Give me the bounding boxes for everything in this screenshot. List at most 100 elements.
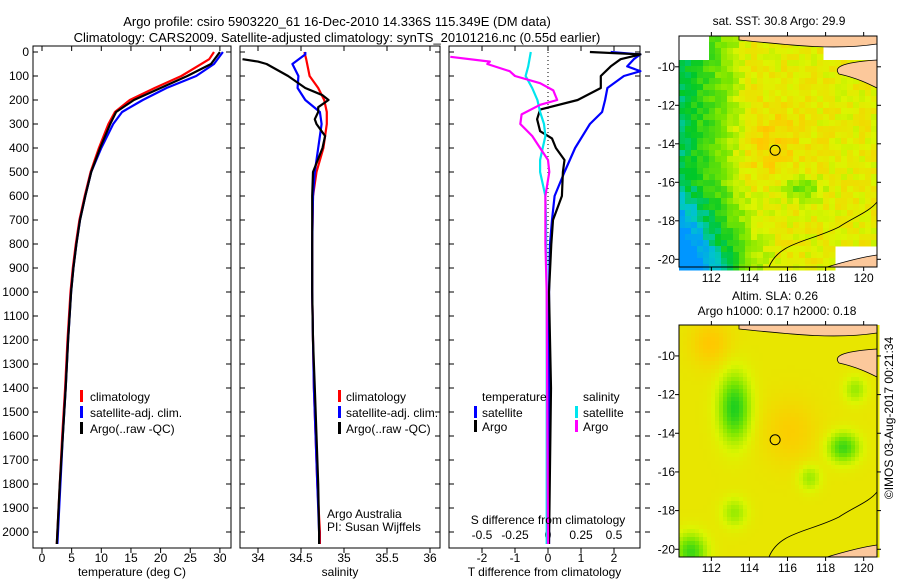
- map-cell: [831, 377, 836, 382]
- map-cell: [855, 417, 860, 422]
- map-cell: [735, 389, 740, 394]
- map-cell: [685, 186, 692, 193]
- map-cell: [843, 545, 848, 550]
- map-cell: [685, 132, 692, 139]
- map-cell: [779, 457, 784, 462]
- map-cell: [759, 465, 764, 470]
- map-cell: [683, 413, 688, 418]
- map-cell: [687, 397, 692, 402]
- map-cell: [691, 132, 698, 139]
- map-cell: [745, 228, 752, 235]
- map-cell: [683, 457, 688, 462]
- map-cell: [841, 162, 848, 169]
- map-cell: [695, 469, 700, 474]
- map-cell: [707, 529, 712, 534]
- map-cell: [865, 216, 872, 223]
- sst-map-panel: 112 114 116 118 120-10-12-14-16-18-20: [658, 32, 881, 285]
- map-cell: [811, 485, 816, 490]
- map-cell: [699, 497, 704, 502]
- map-cell: [863, 373, 868, 378]
- map-cell: [865, 162, 872, 169]
- map-cell: [739, 377, 744, 382]
- map-cell: [783, 349, 788, 354]
- map-cell: [827, 465, 832, 470]
- map-cell: [751, 353, 756, 358]
- map-cell: [823, 469, 828, 474]
- map-cell: [771, 485, 776, 490]
- map-cell: [727, 409, 732, 414]
- map-cell: [829, 138, 836, 145]
- map-cell: [769, 204, 776, 211]
- map-cell: [827, 429, 832, 434]
- map-cell: [759, 445, 764, 450]
- map-cell: [799, 216, 806, 223]
- map-cell: [847, 473, 852, 478]
- map-cell: [679, 353, 684, 358]
- map-cell: [751, 72, 758, 79]
- map-cell: [847, 337, 852, 342]
- map-cell: [739, 168, 746, 175]
- map-cell: [769, 156, 776, 163]
- map-cell: [733, 150, 740, 157]
- map-cell: [719, 533, 724, 538]
- map-cell: [815, 481, 820, 486]
- map-cell: [799, 389, 804, 394]
- legend-label: satellite: [482, 406, 523, 420]
- y-tick-label: -12: [658, 98, 676, 112]
- map-cell: [795, 461, 800, 466]
- map-cell: [719, 369, 724, 374]
- map-cell: [699, 481, 704, 486]
- map-cell: [871, 517, 876, 522]
- map-cell: [743, 389, 748, 394]
- map-cell: [711, 373, 716, 378]
- map-cell: [683, 481, 688, 486]
- map-cell: [843, 445, 848, 450]
- map-cell: [787, 425, 792, 430]
- map-cell: [831, 469, 836, 474]
- map-cell: [731, 553, 736, 558]
- map-cell: [799, 234, 806, 241]
- map-cell: [811, 549, 816, 554]
- map-cell: [683, 509, 688, 514]
- map-cell: [751, 457, 756, 462]
- map-cell: [715, 345, 720, 350]
- map-cell: [699, 349, 704, 354]
- map-cell: [855, 429, 860, 434]
- map-cell: [691, 84, 698, 91]
- map-cell: [711, 489, 716, 494]
- map-cell: [687, 461, 692, 466]
- map-cell: [703, 473, 708, 478]
- map-cell: [779, 429, 784, 434]
- map-cell: [815, 529, 820, 534]
- map-cell: [685, 222, 692, 229]
- map-cell: [691, 413, 696, 418]
- map-cell: [781, 180, 788, 187]
- map-cell: [843, 413, 848, 418]
- map-cell: [715, 246, 722, 253]
- map-cell: [787, 385, 792, 390]
- map-cell: [769, 132, 776, 139]
- map-cell: [835, 445, 840, 450]
- map-cell: [683, 489, 688, 494]
- map-cell: [819, 373, 824, 378]
- map-cell: [855, 385, 860, 390]
- map-cell: [867, 533, 872, 538]
- map-cell: [871, 84, 878, 91]
- map-cell: [871, 421, 876, 426]
- map-cell: [853, 234, 860, 241]
- map-cell: [855, 501, 860, 506]
- map-cell: [795, 529, 800, 534]
- map-cell: [747, 353, 752, 358]
- map-cell: [743, 469, 748, 474]
- map-cell: [695, 329, 700, 334]
- map-cell: [757, 114, 764, 121]
- map-cell: [691, 144, 698, 151]
- map-cell: [771, 341, 776, 346]
- map-cell: [811, 509, 816, 514]
- map-cell: [781, 90, 788, 97]
- map-cell: [791, 349, 796, 354]
- map-cell: [853, 168, 860, 175]
- map-cell: [755, 401, 760, 406]
- map-cell: [795, 433, 800, 438]
- map-cell: [763, 385, 768, 390]
